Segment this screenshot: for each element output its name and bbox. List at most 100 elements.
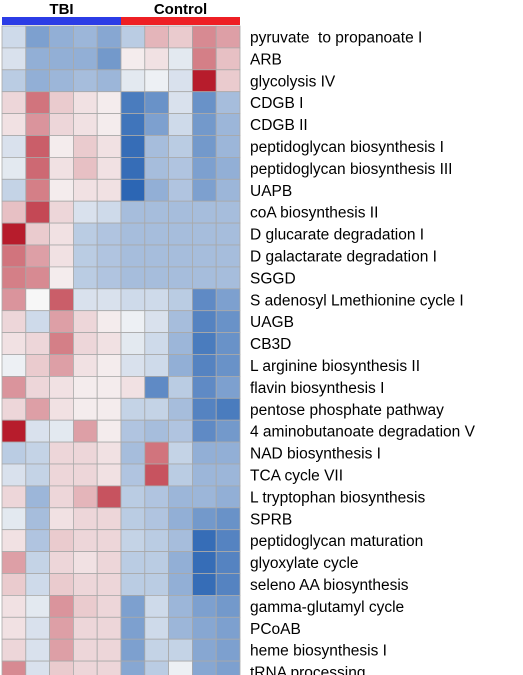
heatmap-cell [191,332,217,355]
heatmap-cell [49,47,74,71]
heatmap-cell [191,288,217,312]
heatmap-cell [191,463,217,487]
heatmap-cell [49,638,74,662]
heatmap-cell [96,310,122,334]
heatmap-cell [25,113,50,136]
heatmap-cell [144,441,170,465]
heatmap-cell [120,25,146,49]
heatmap-cell [25,288,50,312]
heatmap-cell [49,288,74,312]
heatmap-cell [120,638,146,662]
heatmap-cell [1,69,27,93]
heatmap-cell [25,507,50,531]
heatmap-cells [1,25,241,675]
heatmap-cell [144,25,170,49]
heatmap-cell [96,397,122,421]
heatmap-cell [215,135,241,158]
heatmap-cell [191,200,217,224]
group-label-control: Control [154,1,207,18]
heatmap-cell [96,616,122,640]
heatmap-cell [215,616,241,640]
heatmap-cell [96,178,122,202]
heatmap-cell [168,222,193,246]
row-label: peptidoglycan maturation [250,533,423,550]
heatmap-cell [49,266,74,290]
heatmap-cell [191,69,217,93]
heatmap-cell [96,375,122,399]
heatmap-cell [25,222,50,246]
heatmap-cell [49,551,74,574]
heatmap-cell [96,441,122,465]
heatmap-cell [1,288,27,312]
heatmap-cell [25,660,50,675]
heatmap-cell [49,222,74,246]
heatmap-cell [120,507,146,531]
heatmap-cell [168,156,193,180]
heatmap-cell [168,573,193,596]
heatmap-cell [73,178,98,202]
heatmap-cell [191,529,217,553]
heatmap-cell [25,573,50,596]
heatmap-cell [144,47,170,71]
heatmap-cell [1,113,27,136]
heatmap-cell [1,573,27,596]
heatmap-cell [144,638,170,662]
heatmap-cell [1,244,27,268]
heatmap-cell [215,507,241,531]
heatmap-cell [120,419,146,443]
heatmap-cell [49,332,74,355]
heatmap-cell [168,507,193,531]
heatmap-cell [168,485,193,509]
heatmap-cell [49,113,74,136]
heatmap-cell [25,332,50,355]
heatmap-cell [25,354,50,377]
heatmap-cell [191,375,217,399]
heatmap-cell [49,310,74,334]
row-label: glycolysis IV [250,73,336,90]
heatmap-cell [1,200,27,224]
heatmap-cell [191,244,217,268]
row-label: TCA cycle VII [250,467,343,484]
heatmap-cell [120,113,146,136]
heatmap-cell [120,573,146,596]
heatmap-cell [120,91,146,114]
heatmap-cell [96,47,122,71]
heatmap-cell [1,485,27,509]
heatmap-cell [120,354,146,377]
heatmap-cell [49,397,74,421]
heatmap-cell [120,616,146,640]
heatmap-cell [144,135,170,158]
row-label: NAD biosynthesis I [250,446,381,463]
heatmap-cell [215,551,241,574]
heatmap-cell [168,354,193,377]
heatmap-cell [144,91,170,114]
heatmap-cell [25,200,50,224]
heatmap-cell [96,25,122,49]
heatmap-cell [215,266,241,290]
heatmap-cell [25,551,50,574]
row-label: tRNA processing [250,665,365,675]
heatmap-cell [168,638,193,662]
heatmap-cell [25,244,50,268]
heatmap-cell [96,200,122,224]
heatmap-cell [1,332,27,355]
heatmap-cell [168,595,193,618]
heatmap-cell [215,638,241,662]
heatmap-cell [49,91,74,114]
row-label: D glucarate degradation I [250,227,424,244]
heatmap-cell [120,441,146,465]
heatmap-cell [73,156,98,180]
heatmap-cell [191,178,217,202]
heatmap-cell [49,529,74,553]
heatmap-cell [144,551,170,574]
heatmap-cell [191,310,217,334]
heatmap-cell [144,178,170,202]
heatmap-cell [1,441,27,465]
heatmap-cell [168,25,193,49]
heatmap-cell [73,244,98,268]
row-label: PCoAB [250,621,301,638]
row-label: UAPB [250,183,292,200]
heatmap-cell [215,244,241,268]
heatmap-cell [49,507,74,531]
heatmap-cell [25,91,50,114]
